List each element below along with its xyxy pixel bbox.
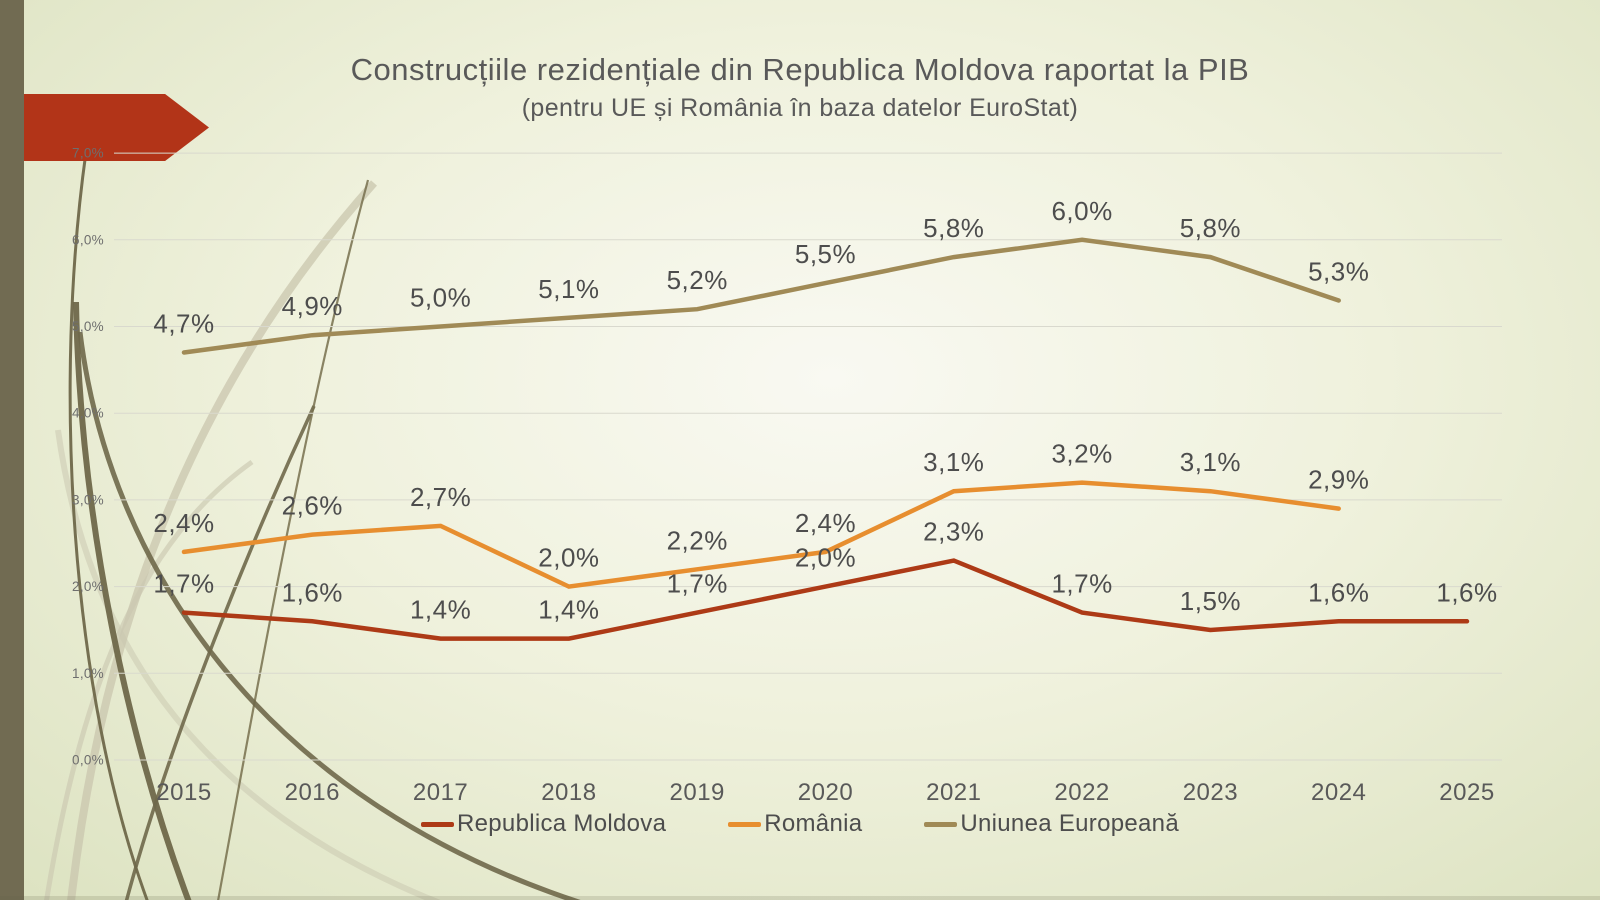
x-axis-tick-label: 2018 xyxy=(541,779,596,806)
x-axis-tick-label: 2020 xyxy=(798,779,853,806)
legend-label: Republica Moldova xyxy=(457,810,667,837)
data-label-românia: 3,1% xyxy=(923,447,984,477)
grass-blade xyxy=(77,331,581,900)
data-label-republica-moldova: 1,7% xyxy=(667,569,728,599)
title-block: Construcțiile rezidențiale din Republica… xyxy=(0,52,1600,123)
data-label-uniunea-europeană: 5,2% xyxy=(667,265,728,295)
data-label-uniunea-europeană: 5,8% xyxy=(1180,213,1241,243)
data-label-republica-moldova: 1,4% xyxy=(410,595,471,625)
y-axis-tick-label: 7,0% xyxy=(72,146,104,161)
data-label-uniunea-europeană: 5,3% xyxy=(1308,256,1369,286)
left-edge-bar xyxy=(0,0,24,900)
data-label-uniunea-europeană: 4,7% xyxy=(153,309,214,339)
data-label-uniunea-europeană: 5,0% xyxy=(410,283,471,313)
y-axis-tick-label: 1,0% xyxy=(72,666,104,681)
data-label-românia: 2,4% xyxy=(153,508,214,538)
x-axis-tick-label: 2016 xyxy=(285,779,340,806)
series-line-republica-moldova xyxy=(181,558,1470,641)
legend-dash-icon xyxy=(421,821,454,827)
data-label-republica-moldova: 2,3% xyxy=(923,517,984,547)
data-label-românia: 2,4% xyxy=(795,508,856,538)
data-label-uniunea-europeană: 6,0% xyxy=(1051,196,1112,226)
y-axis-tick-label: 6,0% xyxy=(72,232,104,247)
grass-blade xyxy=(67,180,377,900)
data-label-republica-moldova: 1,7% xyxy=(153,569,214,599)
data-label-uniunea-europeană: 5,8% xyxy=(923,213,984,243)
legend-dash-icon xyxy=(924,821,958,827)
legend-item-uniunea-europeană: Uniunea Europeană xyxy=(924,810,1179,838)
y-axis-tick-label: 4,0% xyxy=(72,406,104,421)
series-line-românia xyxy=(181,480,1341,589)
data-label-românia: 2,7% xyxy=(410,482,471,512)
x-axis-tick-label: 2015 xyxy=(156,779,211,806)
x-axis-tick-label: 2019 xyxy=(670,779,725,806)
x-axis-tick-label: 2023 xyxy=(1183,779,1238,806)
grass-blade xyxy=(73,301,192,900)
y-axis-tick-label: 5,0% xyxy=(72,319,104,334)
data-label-uniunea-europeană: 4,9% xyxy=(282,291,343,321)
data-label-republica-moldova: 2,0% xyxy=(795,543,856,573)
grass-blade xyxy=(217,179,370,900)
data-label-republica-moldova: 1,6% xyxy=(1308,577,1369,607)
legend-label: Uniunea Europeană xyxy=(960,810,1179,837)
grass-blade xyxy=(68,151,149,900)
slide-title: Construcțiile rezidențiale din Republica… xyxy=(350,52,1250,87)
x-axis-tick-label: 2025 xyxy=(1439,779,1494,806)
y-axis-tick-label: 0,0% xyxy=(72,753,104,768)
x-axis-tick-label: 2022 xyxy=(1054,779,1109,806)
red-arrow-banner xyxy=(0,94,209,161)
data-label-românia: 2,9% xyxy=(1308,465,1369,495)
data-label-românia: 3,2% xyxy=(1051,439,1112,469)
y-axis-tick-label: 2,0% xyxy=(72,579,104,594)
series-line-uniunea-europeană xyxy=(181,237,1341,355)
data-label-republica-moldova: 1,7% xyxy=(1051,569,1112,599)
data-label-românia: 3,1% xyxy=(1180,447,1241,477)
legend-item-republica-moldova: Republica Moldova xyxy=(421,810,666,838)
data-label-românia: 2,2% xyxy=(667,525,728,555)
x-axis-tick-label: 2024 xyxy=(1311,779,1366,806)
x-axis-tick-label: 2021 xyxy=(926,779,981,806)
data-label-românia: 2,6% xyxy=(282,491,343,521)
data-label-republica-moldova: 1,5% xyxy=(1180,586,1241,616)
data-label-uniunea-europeană: 5,5% xyxy=(795,239,856,269)
legend-dash-icon xyxy=(728,821,762,827)
bottom-edge-strip xyxy=(0,896,1600,900)
slide-subtitle: (pentru UE și România în baza datelor Eu… xyxy=(521,94,1079,122)
legend-label: România xyxy=(764,810,863,837)
y-axis-tick-label: 3,0% xyxy=(72,492,104,507)
grass-blade xyxy=(124,405,316,900)
data-label-uniunea-europeană: 5,1% xyxy=(538,274,599,304)
legend-item-românia: România xyxy=(728,810,862,838)
data-label-românia: 2,0% xyxy=(538,543,599,573)
data-label-republica-moldova: 1,6% xyxy=(282,577,343,607)
data-label-republica-moldova: 1,6% xyxy=(1436,577,1497,607)
data-label-republica-moldova: 1,4% xyxy=(538,595,599,625)
x-axis-tick-label: 2017 xyxy=(413,779,468,806)
chart-legend: Republica Moldova România Uniunea European… xyxy=(0,808,1600,840)
